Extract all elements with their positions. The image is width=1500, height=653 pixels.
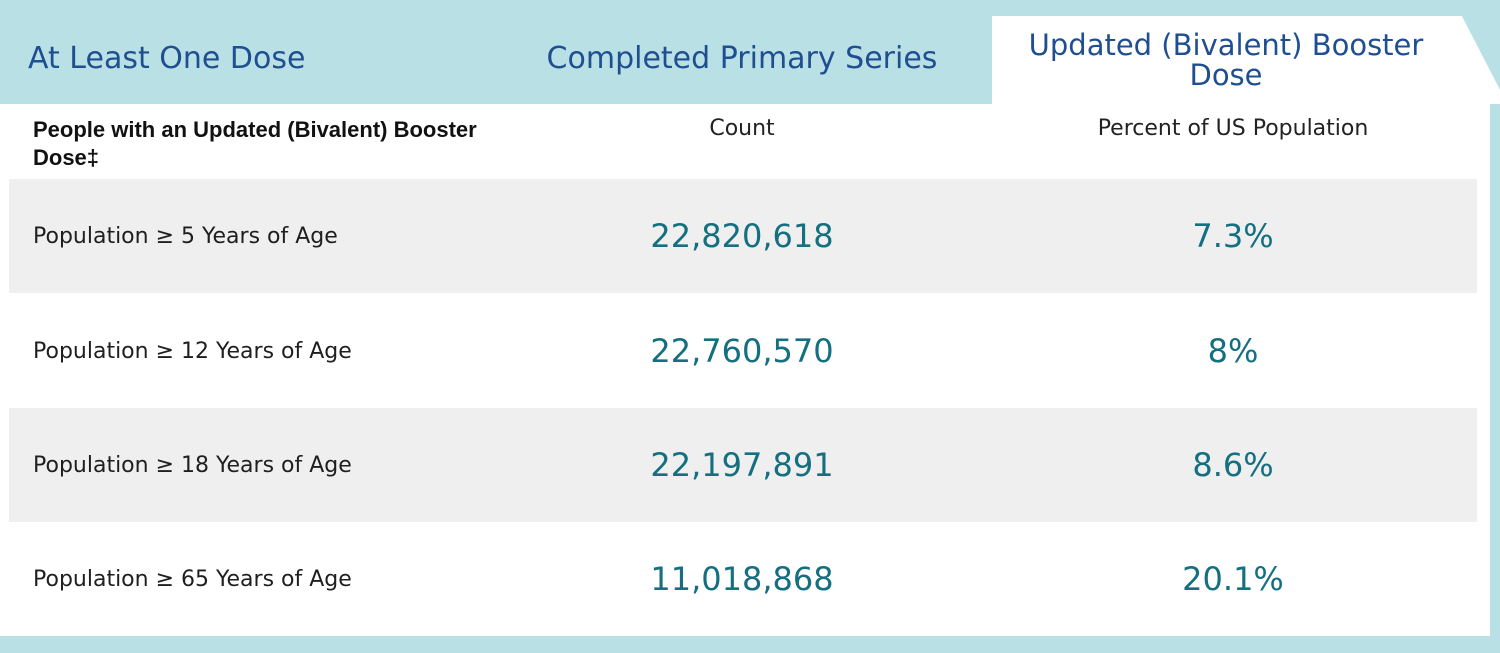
row-label: Population ≥ 65 Years of Age — [33, 566, 352, 592]
table-panel: People with an Updated (Bivalent) Booste… — [0, 104, 1490, 636]
row-label: Population ≥ 18 Years of Age — [33, 452, 352, 478]
row-label: Population ≥ 12 Years of Age — [33, 338, 352, 364]
count-value: 22,820,618 — [650, 217, 834, 255]
percent-value: 8.6% — [1192, 446, 1274, 484]
percent-value: 8% — [1207, 332, 1259, 370]
count-value: 11,018,868 — [650, 560, 834, 598]
tab-updated-bivalent-booster-dose[interactable]: Updated (Bivalent) Booster Dose — [992, 16, 1500, 104]
percent-value: 20.1% — [1182, 560, 1284, 598]
table-header-count: Count — [709, 116, 775, 141]
count-value: 22,197,891 — [650, 446, 834, 484]
row-label: Population ≥ 5 Years of Age — [33, 223, 338, 249]
table-header-title: People with an Updated (Bivalent) Booste… — [33, 117, 477, 170]
tab-at-least-one-dose[interactable]: At Least One Dose — [28, 41, 306, 76]
table-row: Population ≥ 5 Years of Age 22,820,618 7… — [9, 179, 1477, 293]
table-header-percent: Percent of US Population — [1097, 116, 1369, 141]
count-value: 22,760,570 — [650, 332, 834, 370]
tab-completed-primary-series[interactable]: Completed Primary Series — [546, 41, 938, 76]
table-header: People with an Updated (Bivalent) Booste… — [0, 104, 1490, 180]
table-row: Population ≥ 12 Years of Age 22,760,570 … — [9, 294, 1477, 408]
percent-value: 7.3% — [1192, 217, 1274, 255]
table-row: Population ≥ 65 Years of Age 11,018,868 … — [9, 522, 1477, 636]
table-row: Population ≥ 18 Years of Age 22,197,891 … — [9, 408, 1477, 522]
tab-bar: At Least One Dose Completed Primary Seri… — [0, 0, 1500, 104]
